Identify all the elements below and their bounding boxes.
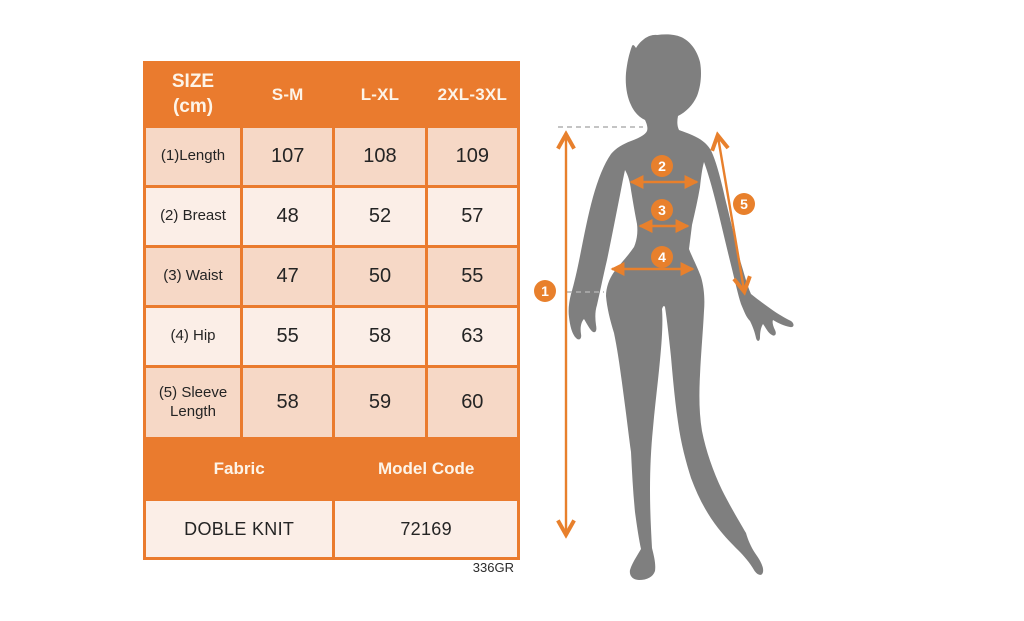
value-cell: 55	[424, 245, 520, 308]
value-cell: 109	[424, 125, 520, 188]
table-row-waist: (3) Waist 47 50 55	[143, 245, 520, 308]
value-cell: 107	[239, 125, 336, 188]
measure-badge-sleeve: 5	[733, 193, 755, 215]
table-row-sleeve-length: (5) Sleeve Length 58 59 60	[143, 365, 520, 440]
size-unit-header: SIZE (cm)	[143, 61, 243, 128]
fabric-value: DOBLE KNIT	[142, 498, 336, 560]
value-cell: 59	[332, 365, 428, 440]
column-header-sm: S-M	[239, 61, 336, 128]
measure-badge-length: 1	[534, 280, 556, 302]
size-unit-line1: SIZE	[171, 70, 215, 92]
fabric-header: Fabric	[142, 437, 336, 501]
value-cell: 52	[332, 185, 428, 248]
value-cell: 58	[239, 365, 336, 440]
row-label: (4) Hip	[143, 305, 243, 368]
female-silhouette	[568, 34, 794, 581]
value-cell: 60	[424, 365, 520, 440]
table-row-length: (1)Length 107 108 109	[143, 125, 520, 188]
size-unit-line2: (cm)	[172, 95, 214, 117]
value-cell: 58	[332, 305, 428, 368]
column-header-2xl3xl: 2XL-3XL	[424, 61, 520, 128]
badge-number: 4	[658, 249, 666, 265]
size-table: SIZE (cm) S-M L-XL 2XL-3XL (1)Length 107…	[142, 61, 520, 560]
badge-number: 2	[658, 158, 666, 174]
value-cell: 48	[239, 185, 336, 248]
measure-badge-waist: 3	[651, 199, 673, 221]
row-label: (2) Breast	[143, 185, 243, 248]
row-label: (5) Sleeve Length	[143, 365, 243, 440]
column-header-lxl: L-XL	[332, 61, 428, 128]
table-row-breast: (2) Breast 48 52 57	[143, 185, 520, 248]
table-row-info-values: DOBLE KNIT 72169	[142, 498, 520, 560]
badge-number: 3	[658, 202, 666, 218]
measure-badge-hip: 4	[651, 246, 673, 268]
value-cell: 108	[332, 125, 428, 188]
value-cell: 50	[332, 245, 428, 308]
sleeve-arrow	[718, 137, 744, 290]
value-cell: 55	[239, 305, 336, 368]
value-cell: 57	[424, 185, 520, 248]
table-row-info-header: Fabric Model Code	[142, 437, 520, 501]
measure-badge-breast: 2	[651, 155, 673, 177]
row-label: (3) Waist	[143, 245, 243, 308]
value-cell: 63	[424, 305, 520, 368]
row-label: (1)Length	[143, 125, 243, 188]
table-row-hip: (4) Hip 55 58 63	[143, 305, 520, 368]
value-cell: 47	[239, 245, 336, 308]
weight-note: 336GR	[472, 560, 514, 575]
model-code-value: 72169	[332, 498, 520, 560]
badge-number: 1	[541, 283, 549, 299]
model-code-header: Model Code	[332, 437, 520, 501]
badge-number: 5	[740, 196, 748, 212]
